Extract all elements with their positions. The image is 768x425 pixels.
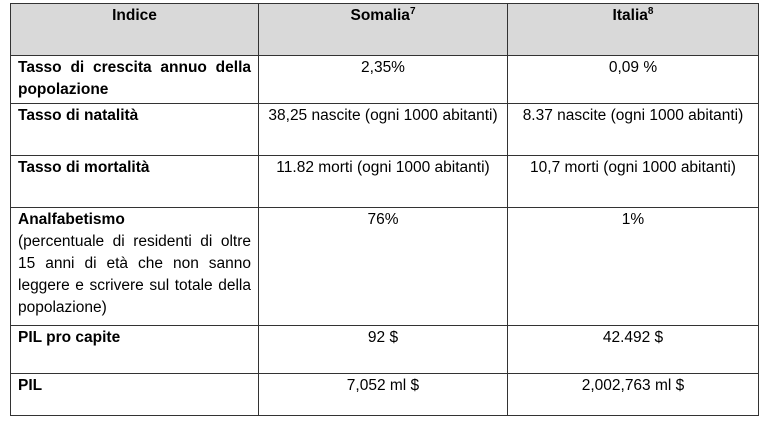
cell-note: (percentuale di residenti di oltre 15 an… [18, 233, 251, 316]
row: PIL 7,052 ml $ 2,002,763 ml $ [10, 373, 759, 416]
cell: 42.492 $ [507, 325, 759, 374]
cell: 10,7 morti (ogni 1000 abitanti) [507, 155, 759, 208]
cell: Tasso di mortalità [10, 155, 259, 208]
cell: 2,002,763 ml $ [507, 373, 759, 416]
header-text: Indice [112, 7, 157, 24]
header-cell: Italia8 [507, 3, 759, 56]
cell: 2,35% [258, 55, 508, 104]
cell: 11.82 morti (ogni 1000 abitanti) [258, 155, 508, 208]
header-text: Italia [612, 7, 648, 24]
row: Tasso di mortalità 11.82 morti (ogni 100… [10, 155, 759, 208]
comparison-table: Indice Somalia7 Italia8 Tasso di crescit… [10, 3, 759, 416]
cell: Tasso di natalità [10, 103, 259, 156]
cell: 38,25 nascite (ogni 1000 abitanti) [258, 103, 508, 156]
footnote-ref: 8 [647, 5, 654, 17]
row: Analfabetismo (percentuale di residenti d… [10, 207, 759, 326]
cell: PIL [10, 373, 259, 416]
cell: 76% [258, 207, 508, 326]
row: Tasso di crescita annuo della popolazion… [10, 55, 759, 104]
cell: 8.37 nascite (ogni 1000 abitanti) [507, 103, 759, 156]
footnote-ref: 7 [409, 5, 416, 17]
row: Tasso di natalità 38,25 nascite (ogni 10… [10, 103, 759, 156]
cell: PIL pro capite [10, 325, 259, 374]
header-row: Indice Somalia7 Italia8 [10, 3, 759, 56]
cell: Tasso di crescita annuo della popolazion… [10, 55, 259, 104]
cell: 1% [507, 207, 759, 326]
cell-title: Analfabetismo [18, 211, 125, 228]
row: PIL pro capite 92 $ 42.492 $ [10, 325, 759, 374]
header-cell: Somalia7 [258, 3, 508, 56]
cell: 0,09 % [507, 55, 759, 104]
cell: 92 $ [258, 325, 508, 374]
cell: 7,052 ml $ [258, 373, 508, 416]
cell: Analfabetismo (percentuale di residenti d… [10, 207, 259, 326]
header-cell: Indice [10, 3, 259, 56]
header-text: Somalia [350, 7, 410, 24]
